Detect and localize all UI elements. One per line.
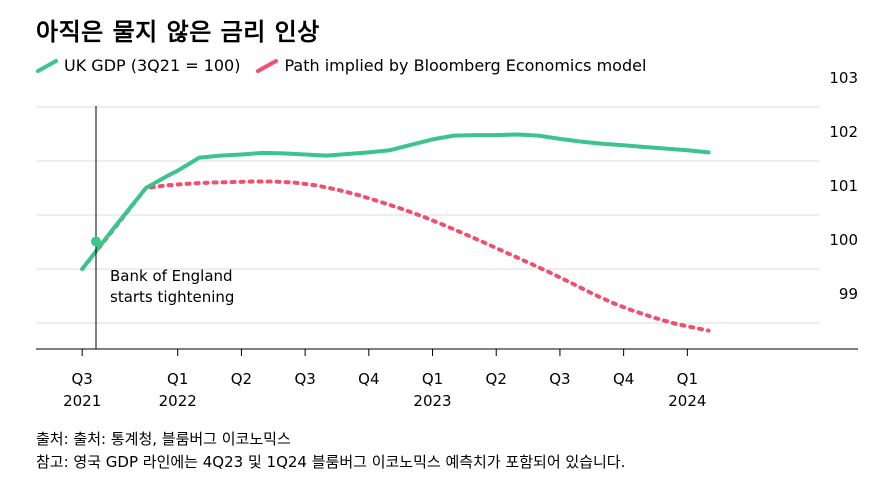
event-marker xyxy=(91,236,101,247)
x-tick-year-5: 2023 xyxy=(413,392,451,410)
legend-swatch-gdp xyxy=(36,58,58,73)
series-lines xyxy=(80,132,711,333)
x-tick-label-6: Q2 xyxy=(486,370,507,388)
x-tick-label-0: Q3 xyxy=(71,370,92,388)
event-label-line2: starts tightening xyxy=(110,288,234,306)
footnote: 참고: 영국 GDP 라인에는 4Q23 및 1Q24 블룸버그 이코노믹스 예… xyxy=(36,453,626,471)
y-tick-label-101: 101 xyxy=(829,177,858,195)
x-tick-label-8: Q4 xyxy=(613,370,634,388)
x-tick-label-2: Q2 xyxy=(231,370,252,388)
event-annotation: Bank of England starts tightening xyxy=(91,106,234,349)
y-tick-label-103: 103 xyxy=(829,69,858,87)
legend-label-gdp: UK GDP (3Q21 = 100) xyxy=(64,56,241,75)
y-tick-labels: 99 100 101 102 103 xyxy=(829,69,858,303)
x-tick-year-9: 2024 xyxy=(668,392,706,410)
x-tick-year-0: 2021 xyxy=(63,392,101,410)
y-tick-label-102: 102 xyxy=(829,123,858,141)
series-line-model xyxy=(80,179,711,333)
chart-title: 아직은 물지 않은 금리 인상 xyxy=(36,18,320,46)
x-tick-labels: Q3 2021 Q1 2022 Q2 Q3 Q4 Q1 2023 Q2 Q3 Q4 Q1 2024 xyxy=(63,349,706,410)
y-tick-label-100: 100 xyxy=(829,231,858,249)
series-line-gdp xyxy=(80,132,711,271)
grid-lines xyxy=(36,106,858,350)
legend: UK GDP (3Q21 = 100) Path implied by Bloo… xyxy=(36,56,662,75)
x-tick-label-3: Q3 xyxy=(294,370,315,388)
legend-item-gdp: UK GDP (3Q21 = 100) xyxy=(36,56,240,75)
y-tick-label-99: 99 xyxy=(839,285,858,303)
x-tick-label-4: Q4 xyxy=(358,370,379,388)
x-tick-label-9: Q1 xyxy=(677,370,698,388)
x-tick-year-1: 2022 xyxy=(159,392,197,410)
x-tick-label-1: Q1 xyxy=(167,370,188,388)
x-tick-label-7: Q3 xyxy=(549,370,570,388)
legend-label-model: Path implied by Bloomberg Economics mode… xyxy=(284,56,647,75)
legend-item-model: Path implied by Bloomberg Economics mode… xyxy=(256,56,646,75)
event-label-line1: Bank of England xyxy=(110,267,233,285)
legend-swatch-model xyxy=(256,58,279,73)
x-tick-label-5: Q1 xyxy=(422,370,443,388)
source-note: 출처: 출처: 통계청, 블룸버그 이코노믹스 xyxy=(36,430,291,448)
